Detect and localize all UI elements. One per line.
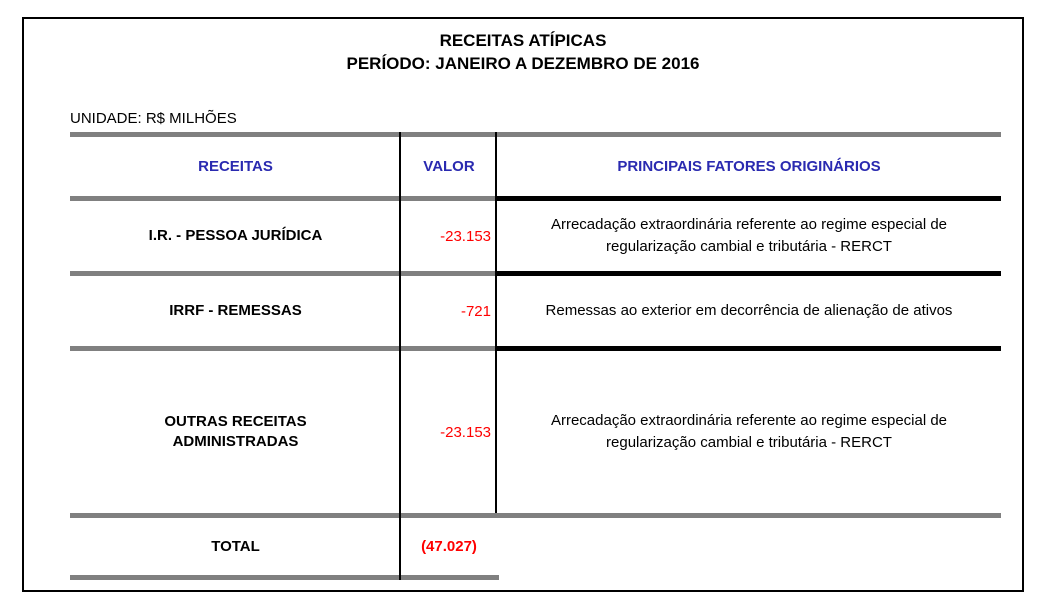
- table-row: I.R. - PESSOA JURÍDICA -23.153 Arrecadaç…: [70, 201, 1001, 271]
- header-fatores: PRINCIPAIS FATORES ORIGINÁRIOS: [617, 158, 881, 175]
- table-top-rule: [70, 132, 1001, 137]
- report-title: RECEITAS ATÍPICAS PERÍODO: JANEIRO A DEZ…: [24, 29, 1022, 75]
- row1-bottom-rule: [70, 271, 1001, 276]
- row3-receita: OUTRAS RECEITAS ADMINISTRADAS: [164, 413, 307, 450]
- row2-bottom-rule: [70, 346, 1001, 351]
- total-row: TOTAL (47.027): [70, 518, 1001, 575]
- total-top-rule: [70, 513, 1001, 518]
- table-header-row: RECEITAS VALOR PRINCIPAIS FATORES ORIGIN…: [70, 137, 1001, 196]
- row2-fator: Remessas ao exterior em decorrência de a…: [545, 302, 953, 319]
- column-divider-valor-fatores: [495, 132, 497, 513]
- receitas-atipicas-table: RECEITAS VALOR PRINCIPAIS FATORES ORIGIN…: [70, 132, 1001, 580]
- report-title-line1: RECEITAS ATÍPICAS: [439, 31, 607, 50]
- rule-gray-segment: [70, 271, 497, 276]
- row1-receita: I.R. - PESSOA JURÍDICA: [148, 227, 323, 244]
- row1-fator: Arrecadação extraordinária referente ao …: [550, 216, 948, 255]
- row2-valor: -721: [460, 302, 491, 320]
- table-row: OUTRAS RECEITAS ADMINISTRADAS -23.153 Ar…: [70, 351, 1001, 513]
- rule-black-segment: [497, 196, 1001, 201]
- column-divider-receitas-valor: [399, 132, 401, 580]
- rule-gray-segment: [70, 346, 497, 351]
- document-frame: RECEITAS ATÍPICAS PERÍODO: JANEIRO A DEZ…: [22, 17, 1024, 592]
- unit-label: UNIDADE: R$ MILHÕES: [70, 110, 237, 127]
- table-bottom-rule: [70, 575, 499, 580]
- rule-gray-segment: [70, 196, 497, 201]
- rule-black-segment: [497, 271, 1001, 276]
- total-label: TOTAL: [211, 538, 260, 555]
- table-row: IRRF - REMESSAS -721 Remessas ao exterio…: [70, 276, 1001, 346]
- row2-receita: IRRF - REMESSAS: [169, 302, 302, 319]
- header-receitas: RECEITAS: [198, 158, 273, 175]
- row3-valor: -23.153: [440, 423, 491, 441]
- report-title-line2: PERÍODO: JANEIRO A DEZEMBRO DE 2016: [346, 54, 700, 73]
- total-value: (47.027): [421, 538, 477, 555]
- header-bottom-rule: [70, 196, 1001, 201]
- row1-valor: -23.153: [440, 227, 491, 245]
- rule-black-segment: [497, 346, 1001, 351]
- header-valor: VALOR: [423, 158, 475, 175]
- row3-fator: Arrecadação extraordinária referente ao …: [550, 412, 948, 451]
